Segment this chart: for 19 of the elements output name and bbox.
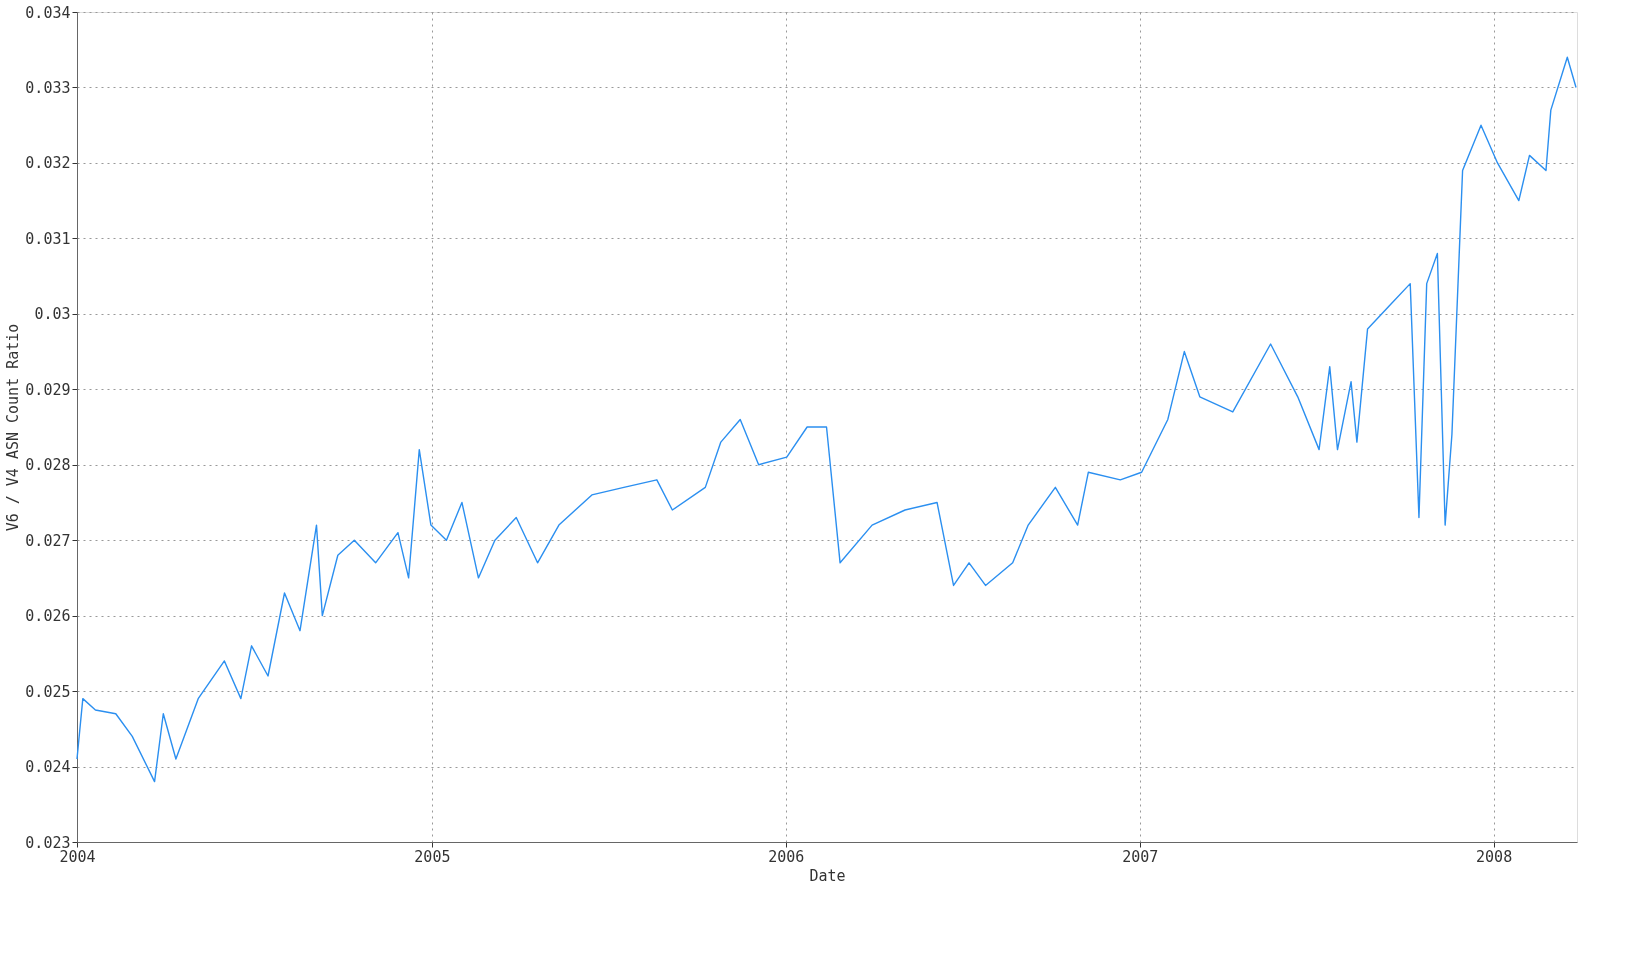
x-axis-title: Date: [809, 866, 846, 885]
y-tick-label: 0.031: [25, 229, 71, 248]
y-tick-label: 0.026: [25, 607, 71, 626]
y-tick-label: 0.025: [25, 682, 71, 701]
x-tick-label: 2004: [59, 847, 96, 866]
line-series: [76, 56, 1577, 783]
y-tick-label: 0.032: [25, 154, 71, 173]
x-tick-label: 2006: [768, 847, 805, 866]
x-tick-label: 2007: [1122, 847, 1159, 866]
y-tick-label: 0.027: [25, 531, 71, 550]
x-tick-label: 2008: [1476, 847, 1513, 866]
y-tick-label: 0.028: [25, 456, 71, 475]
y-tick-label: 0.033: [25, 78, 71, 97]
y-tick-label: 0.03: [34, 305, 71, 324]
y-tick-label: 0.029: [25, 380, 71, 399]
x-tick-label: 2005: [414, 847, 451, 866]
y-axis-title: V6 / V4 ASN Count Ratio: [4, 323, 23, 532]
y-tick-label: 0.034: [25, 3, 71, 22]
y-tick-label: 0.024: [25, 758, 71, 777]
